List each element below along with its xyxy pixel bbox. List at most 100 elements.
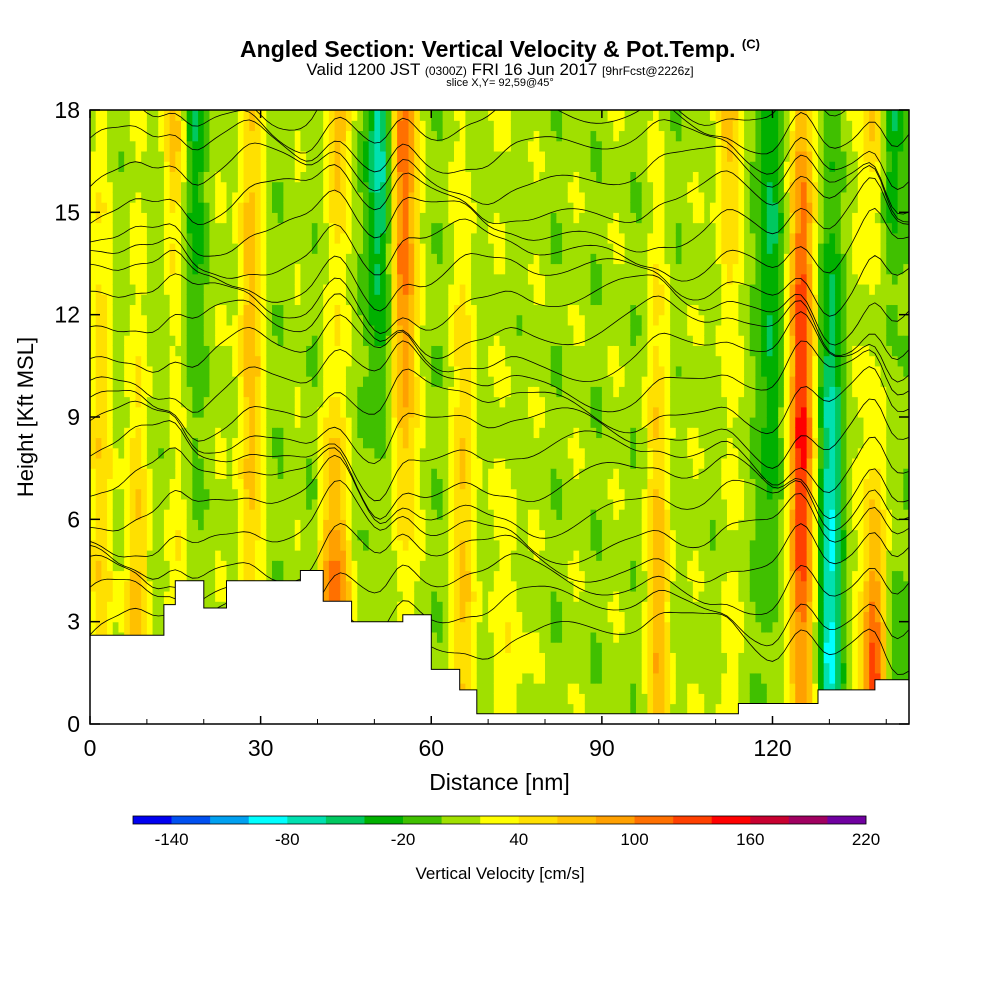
- field-cell: [425, 212, 432, 224]
- field-cell: [448, 560, 455, 572]
- field-cell: [374, 539, 381, 551]
- field-cell: [254, 273, 262, 285]
- field-cell: [499, 335, 506, 346]
- field-cell: [266, 253, 273, 265]
- field-cell: [334, 365, 341, 377]
- field-cell: [482, 263, 489, 275]
- field-cell: [505, 345, 512, 357]
- field-cell: [169, 263, 176, 275]
- field-cell: [163, 478, 171, 490]
- field-cell: [249, 468, 256, 479]
- field-cell: [135, 294, 142, 306]
- field-cell: [306, 150, 313, 162]
- field-cell: [539, 468, 546, 479]
- field-cell: [448, 273, 455, 285]
- field-cell: [556, 672, 563, 684]
- field-cell: [203, 294, 211, 306]
- field-cell: [510, 232, 518, 244]
- field-cell: [90, 212, 97, 224]
- field-cell: [260, 447, 267, 459]
- field-cell: [471, 120, 478, 132]
- field-cell: [181, 355, 188, 367]
- field-cell: [101, 509, 108, 520]
- field-cell: [146, 110, 154, 121]
- field-cell: [425, 601, 432, 613]
- field-cell: [414, 417, 421, 428]
- field-cell: [215, 161, 222, 172]
- field-cell: [334, 150, 341, 162]
- field-cell: [289, 212, 296, 224]
- field-cell: [198, 457, 205, 469]
- field-cell: [414, 550, 421, 561]
- field-cell: [232, 386, 239, 398]
- field-cell: [402, 120, 410, 132]
- field-cell: [254, 355, 262, 367]
- field-cell: [254, 386, 262, 398]
- field-cell: [380, 324, 387, 336]
- field-cell: [402, 161, 410, 172]
- field-cell: [289, 498, 296, 510]
- field-cell: [488, 243, 495, 254]
- field-cell: [107, 161, 114, 172]
- field-cell: [391, 243, 398, 254]
- field-cell: [482, 304, 489, 316]
- field-cell: [254, 150, 262, 162]
- field-cell: [414, 140, 421, 152]
- field-cell: [419, 539, 427, 551]
- field-cell: [283, 314, 290, 326]
- field-cell: [522, 273, 529, 285]
- field-cell: [272, 222, 279, 234]
- field-cell: [402, 509, 410, 520]
- field-cell: [454, 110, 461, 121]
- field-cell: [522, 672, 529, 684]
- field-cell: [527, 202, 535, 213]
- field-cell: [124, 406, 131, 418]
- field-cell: [107, 519, 114, 531]
- field-cell: [294, 488, 302, 500]
- field-cell: [402, 324, 410, 336]
- field-cell: [215, 365, 222, 377]
- field-cell: [328, 140, 336, 152]
- field-cell: [499, 253, 506, 265]
- field-cell: [175, 570, 182, 582]
- field-cell: [476, 304, 484, 316]
- field-cell: [158, 498, 165, 510]
- field-cell: [146, 335, 154, 346]
- field-cell: [328, 263, 336, 275]
- field-cell: [254, 253, 262, 265]
- field-cell: [363, 457, 370, 469]
- field-cell: [118, 519, 125, 531]
- field-cell: [436, 519, 444, 531]
- field-cell: [482, 365, 489, 377]
- field-cell: [112, 263, 120, 275]
- field-cell: [289, 355, 296, 367]
- field-cell: [95, 314, 102, 326]
- field-cell: [493, 314, 501, 326]
- field-cell: [158, 447, 165, 459]
- field-cell: [385, 376, 393, 387]
- field-cell: [545, 652, 552, 664]
- field-cell: [545, 631, 552, 643]
- field-cell: [482, 212, 489, 224]
- field-cell: [90, 294, 97, 306]
- field-cell: [465, 376, 472, 387]
- field-cell: [232, 140, 239, 152]
- field-cell: [323, 232, 330, 244]
- field-cell: [522, 304, 529, 316]
- field-cell: [300, 243, 307, 254]
- field-cell: [391, 550, 398, 561]
- field-cell: [533, 191, 540, 203]
- field-cell: [175, 345, 182, 357]
- field-cell: [186, 120, 193, 132]
- field-cell: [215, 202, 222, 213]
- field-cell: [317, 437, 324, 449]
- field-cell: [272, 140, 279, 152]
- field-cell: [545, 580, 552, 592]
- field-cell: [237, 191, 245, 203]
- field-cell: [488, 222, 495, 234]
- field-cell: [385, 478, 393, 490]
- field-cell: [499, 345, 506, 357]
- field-cell: [203, 191, 211, 203]
- field-cell: [550, 253, 557, 265]
- field-cell: [402, 130, 410, 142]
